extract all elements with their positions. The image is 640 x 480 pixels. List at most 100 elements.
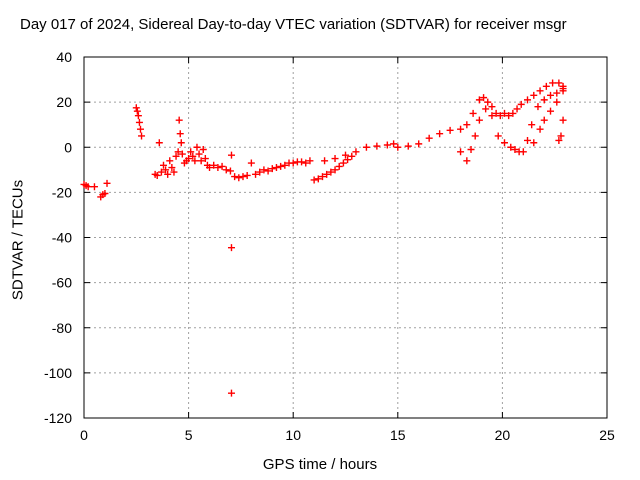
data-point: [153, 171, 161, 179]
data-point: [277, 162, 285, 170]
data-point: [394, 143, 402, 151]
data-point: [553, 98, 561, 106]
data-point: [162, 166, 170, 174]
data-point: [390, 140, 398, 148]
data-point: [467, 146, 475, 154]
data-point: [549, 79, 557, 87]
data-point: [536, 87, 544, 95]
data-point: [235, 174, 243, 182]
x-tick-label: 15: [390, 427, 406, 443]
data-point: [348, 152, 356, 160]
data-point: [436, 130, 444, 138]
data-point: [555, 79, 563, 87]
data-point: [480, 94, 488, 102]
data-point: [446, 126, 454, 134]
data-point: [555, 136, 563, 144]
data-point: [331, 166, 339, 174]
y-tick-label: -20: [52, 184, 72, 200]
data-point: [488, 103, 496, 111]
data-point: [103, 179, 111, 187]
data-point: [227, 151, 235, 159]
x-tick-label: 0: [80, 427, 88, 443]
data-point: [264, 167, 272, 175]
data-point: [457, 125, 465, 133]
data-point: [306, 157, 314, 165]
x-tick-label: 5: [185, 427, 193, 443]
data-point: [463, 157, 471, 165]
data-point: [101, 190, 109, 198]
data-point: [226, 167, 234, 175]
data-point: [172, 152, 180, 160]
data-point: [281, 161, 289, 169]
data-point: [404, 142, 412, 150]
data-point: [90, 183, 98, 191]
y-tick-label: -40: [52, 230, 72, 246]
axis-ticks: 0 5 10 15 20 25 -120 -100 -80 -60 -40 -20 0 20 40: [44, 49, 615, 443]
data-point: [327, 168, 335, 176]
data-point: [138, 132, 146, 140]
data-point: [505, 112, 513, 120]
data-point: [84, 183, 92, 191]
data-point: [488, 112, 496, 120]
data-point: [168, 164, 176, 172]
data-point: [475, 96, 483, 104]
data-point: [342, 151, 349, 159]
y-tick-label: 0: [64, 139, 72, 155]
data-point: [524, 96, 532, 104]
data-point: [530, 91, 538, 99]
data-point: [206, 164, 214, 172]
data-point: [243, 171, 251, 179]
data-point: [302, 159, 310, 167]
y-tick-label: 40: [56, 49, 72, 65]
data-point: [159, 161, 167, 169]
data-point: [185, 155, 193, 163]
x-tick-label: 20: [495, 427, 511, 443]
data-point: [362, 143, 370, 151]
x-tick-label: 10: [285, 427, 301, 443]
data-point: [471, 132, 479, 140]
data-point: [187, 148, 195, 156]
data-point: [425, 134, 433, 142]
data-point: [174, 148, 182, 156]
data-point: [166, 157, 174, 165]
data-point: [331, 155, 339, 163]
y-tick-label: -60: [52, 275, 72, 291]
data-point: [475, 116, 483, 124]
data-point: [222, 166, 230, 174]
data-point: [339, 159, 347, 167]
data-point: [155, 139, 163, 147]
data-point: [134, 112, 142, 120]
data-point: [511, 146, 519, 154]
y-tick-label: -100: [44, 365, 72, 381]
data-point: [136, 125, 144, 133]
data-point: [193, 143, 201, 151]
chart-title: Day 017 of 2024, Sidereal Day-to-day VTE…: [20, 16, 567, 33]
data-point: [492, 109, 500, 117]
data-point: [321, 157, 329, 165]
data-point: [457, 148, 465, 156]
data-point: [298, 158, 306, 166]
data-point: [227, 244, 235, 252]
data-point: [199, 146, 207, 154]
data-point: [519, 148, 527, 156]
data-point: [310, 176, 318, 184]
data-point: [484, 98, 492, 106]
data-point: [239, 173, 247, 181]
data-point: [314, 175, 322, 183]
x-axis-label: GPS time / hours: [262, 456, 378, 473]
data-point: [157, 168, 165, 176]
data-point: [344, 156, 352, 164]
data-point: [524, 136, 532, 144]
data-point: [463, 121, 471, 129]
data-point: [135, 118, 143, 126]
data-point: [189, 152, 197, 160]
data-point: [513, 105, 521, 113]
y-tick-label: -120: [44, 410, 72, 426]
data-point: [214, 164, 222, 172]
data-points: [80, 79, 567, 397]
data-point: [323, 170, 331, 178]
data-point: [536, 125, 544, 133]
grid-lines: [84, 57, 607, 418]
data-point: [482, 105, 490, 113]
